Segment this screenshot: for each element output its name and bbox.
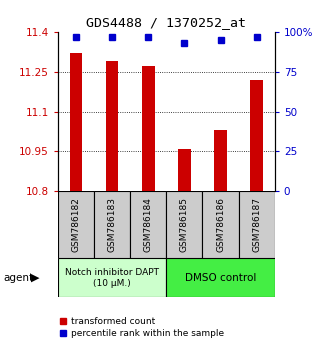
Bar: [250, 80, 263, 191]
Bar: [214, 130, 227, 191]
Text: GSM786184: GSM786184: [144, 197, 153, 252]
Bar: [94, 191, 130, 258]
Text: GSM786186: GSM786186: [216, 197, 225, 252]
Bar: [70, 53, 82, 191]
Bar: [239, 191, 275, 258]
Text: GSM786183: GSM786183: [108, 197, 117, 252]
Text: GDS4488 / 1370252_at: GDS4488 / 1370252_at: [85, 16, 246, 29]
Bar: [178, 149, 191, 191]
Bar: [142, 67, 155, 191]
Text: GSM786187: GSM786187: [252, 197, 261, 252]
Text: agent: agent: [3, 273, 33, 283]
Text: DMSO control: DMSO control: [185, 273, 256, 283]
Text: ▶: ▶: [30, 273, 39, 283]
Bar: [203, 191, 239, 258]
Legend: transformed count, percentile rank within the sample: transformed count, percentile rank withi…: [56, 314, 228, 341]
Text: GSM786185: GSM786185: [180, 197, 189, 252]
Bar: [166, 191, 203, 258]
Bar: [58, 258, 166, 297]
Text: GSM786182: GSM786182: [71, 197, 80, 252]
Text: Notch inhibitor DAPT
(10 μM.): Notch inhibitor DAPT (10 μM.): [65, 268, 159, 287]
Bar: [58, 191, 94, 258]
Bar: [166, 258, 275, 297]
Bar: [130, 191, 166, 258]
Bar: [106, 61, 118, 191]
